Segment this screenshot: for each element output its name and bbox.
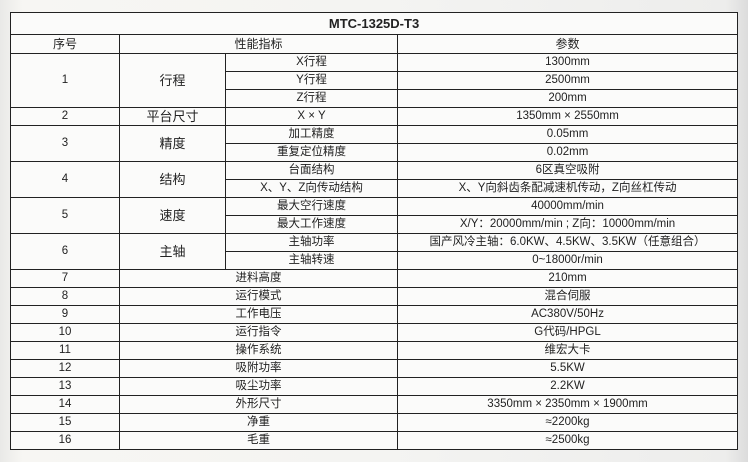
table-row: 10 运行指令 G代码/HPGL: [10, 323, 739, 342]
table-row: 14 外形尺寸 3350mm × 2350mm × 1900mm: [10, 395, 739, 414]
table-row: 2 平台尺寸 X × Y 1350mm × 2550mm: [10, 107, 739, 126]
spec-value: 0.05mm: [396, 125, 739, 144]
spec-value: 2.2KW: [396, 377, 739, 396]
spec-item: X、Y、Z向传动结构: [225, 179, 398, 198]
row-number: 4: [10, 161, 120, 198]
spec-item: 操作系统: [119, 341, 398, 360]
row-number: 5: [10, 197, 120, 234]
table-row: 15 净重 ≈2200kg: [10, 413, 739, 432]
row-number: 14: [10, 395, 120, 414]
spec-value: 3350mm × 2350mm × 1900mm: [396, 395, 739, 414]
spec-value: G代码/HPGL: [396, 323, 739, 342]
spec-item: 吸尘功率: [119, 377, 398, 396]
title-row: MTC-1325D-T3: [9, 12, 739, 35]
table-row: 4 结构 台面结构 6区真空吸附: [10, 161, 739, 198]
header-param: 参数: [396, 34, 739, 54]
row-number: 15: [10, 413, 120, 432]
table-row: 9 工作电压 AC380V/50Hz: [10, 305, 739, 324]
row-number: 1: [10, 53, 120, 108]
spec-value: X、Y向斜齿条配减速机传动，Z向丝杠传动: [396, 179, 739, 198]
spec-value: 0.02mm: [396, 143, 739, 162]
spec-item: 台面结构: [225, 161, 398, 180]
spec-value: 5.5KW: [396, 359, 739, 378]
spec-item: Z行程: [225, 89, 398, 108]
spec-value: 6区真空吸附: [396, 161, 739, 180]
spec-value: 1300mm: [396, 53, 739, 72]
header-row: 序号 性能指标 参数: [10, 34, 739, 54]
table-row: 重复定位精度 0.02mm: [11, 143, 739, 162]
table-row: 7 进料高度 210mm: [10, 269, 739, 288]
spec-value: 210mm: [396, 269, 739, 288]
spec-item: 毛重: [119, 431, 398, 450]
row-number: 9: [10, 305, 120, 324]
spec-item: 重复定位精度: [225, 143, 398, 162]
spec-value: X/Y：20000mm/min ; Z向：10000mm/min: [396, 215, 739, 234]
spec-item: 最大空行速度: [225, 197, 398, 216]
spec-value: 200mm: [396, 89, 739, 108]
row-number: 3: [10, 125, 120, 162]
header-no: 序号: [10, 34, 120, 54]
table-row: 11 操作系统 维宏大卡: [10, 341, 739, 360]
row-number: 12: [10, 359, 120, 378]
table-row: 16 毛重 ≈2500kg: [10, 431, 739, 450]
row-number: 11: [10, 341, 120, 360]
table-row: 3 精度 加工精度 0.05mm: [10, 125, 739, 162]
spec-value: ≈2500kg: [396, 431, 739, 450]
spec-category: 平台尺寸: [119, 107, 226, 126]
spec-item: 最大工作速度: [225, 215, 398, 234]
spec-item: 运行指令: [119, 323, 398, 342]
spec-item: 外形尺寸: [119, 395, 398, 414]
table-title: MTC-1325D-T3: [9, 12, 739, 35]
spec-category: 行程: [119, 53, 226, 108]
row-number: 13: [10, 377, 120, 396]
table-row: 最大工作速度 X/Y：20000mm/min ; Z向：10000mm/min: [11, 215, 739, 234]
table-row: 8 运行模式 混合伺服: [10, 287, 739, 306]
spec-item: 进料高度: [119, 269, 398, 288]
spec-item: 加工精度: [225, 125, 398, 144]
spec-item: 主轴功率: [225, 233, 398, 252]
spec-value: 40000mm/min: [396, 197, 739, 216]
table-row: 12 吸附功率 5.5KW: [10, 359, 739, 378]
row-number: 10: [10, 323, 120, 342]
row-number: 8: [10, 287, 120, 306]
spec-item: 净重: [119, 413, 398, 432]
spec-value: 混合伺服: [396, 287, 739, 306]
spec-value: 1350mm × 2550mm: [396, 107, 739, 126]
spec-item: Y行程: [225, 71, 398, 90]
spec-value: 0~18000r/min: [396, 251, 739, 270]
spec-value: 2500mm: [396, 71, 739, 90]
row-number: 6: [10, 233, 120, 270]
table-row: 13 吸尘功率 2.2KW: [10, 377, 739, 396]
spec-table: MTC-1325D-T3 序号 性能指标 参数 1 行程 X行程 1300mm Y行程 2…: [9, 12, 739, 450]
spec-value: 国产风冷主轴：6.0KW、4.5KW、3.5KW（任意组合）: [396, 233, 739, 252]
spec-value: 维宏大卡: [396, 341, 739, 360]
spec-item: 工作电压: [119, 305, 398, 324]
table-row: 6 主轴 主轴功率 国产风冷主轴：6.0KW、4.5KW、3.5KW（任意组合）: [10, 233, 739, 270]
row-number: 7: [10, 269, 120, 288]
spec-category: 结构: [119, 161, 226, 198]
table-row: 5 速度 最大空行速度 40000mm/min: [10, 197, 739, 234]
header-spec: 性能指标: [119, 34, 398, 54]
spec-category: 速度: [119, 197, 226, 234]
row-number: 16: [10, 431, 120, 450]
spec-item: 吸附功率: [119, 359, 398, 378]
table-row: 1 行程 X行程 1300mm: [10, 53, 739, 108]
spec-value: ≈2200kg: [396, 413, 739, 432]
spec-item: X行程: [225, 53, 398, 72]
spec-item: 运行模式: [119, 287, 398, 306]
row-number: 2: [10, 107, 120, 126]
spec-category: 主轴: [119, 233, 226, 270]
spec-category: 精度: [119, 125, 226, 162]
spec-value: AC380V/50Hz: [396, 305, 739, 324]
spec-item: 主轴转速: [225, 251, 398, 270]
spec-item: X × Y: [225, 107, 398, 126]
